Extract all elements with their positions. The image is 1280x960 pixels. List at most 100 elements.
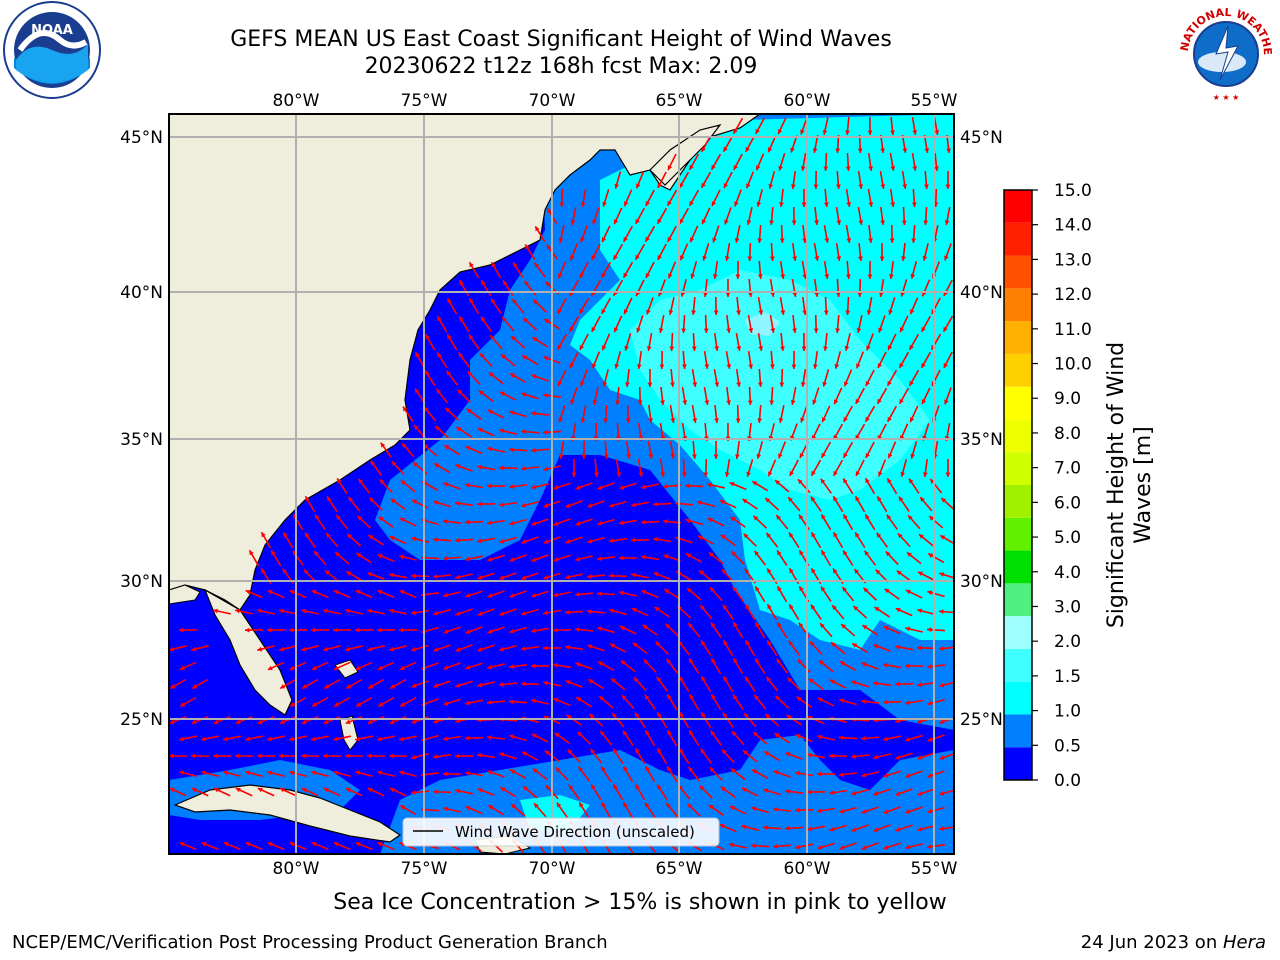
wave-arrow bbox=[756, 189, 763, 207]
colorbar-tick-label: 2.0 bbox=[1054, 632, 1081, 652]
wave-arrow bbox=[512, 261, 524, 279]
nws-logo: NATIONAL WEATHER SERVICE ★ ★ ★ bbox=[1172, 0, 1276, 104]
wave-arrow bbox=[465, 805, 483, 815]
wave-arrow bbox=[355, 770, 373, 778]
wave-arrow bbox=[631, 572, 649, 579]
wave-arrow bbox=[927, 590, 945, 598]
wave-arrow bbox=[558, 405, 566, 423]
wave-arrow bbox=[754, 585, 766, 603]
wave-arrow bbox=[729, 805, 747, 815]
wave-arrow bbox=[379, 478, 393, 494]
wave-arrow bbox=[923, 458, 928, 478]
wave-arrow bbox=[345, 608, 363, 615]
wave-arrow bbox=[872, 680, 892, 687]
wave-arrow bbox=[839, 660, 857, 672]
wave-arrow bbox=[707, 517, 725, 527]
wave-arrow bbox=[599, 730, 613, 746]
wave-arrow bbox=[712, 260, 719, 280]
wave-arrow bbox=[589, 748, 603, 764]
wave-arrow bbox=[289, 841, 307, 851]
wave-arrow bbox=[574, 627, 594, 632]
wave-arrow bbox=[580, 369, 588, 387]
wave-arrow bbox=[625, 440, 632, 460]
wave-arrow bbox=[734, 225, 741, 243]
wave-arrow bbox=[656, 784, 668, 800]
colorbar-segment bbox=[1004, 714, 1032, 748]
wave-arrow bbox=[443, 662, 461, 670]
wave-arrow bbox=[478, 390, 494, 402]
wave-arrow bbox=[612, 243, 624, 261]
wave-arrow bbox=[569, 351, 579, 369]
wave-arrow bbox=[534, 225, 546, 243]
colorbar-tick-label: 1.5 bbox=[1054, 667, 1081, 687]
wave-arrow bbox=[700, 171, 712, 189]
wave-arrow bbox=[580, 188, 587, 208]
wave-arrow bbox=[334, 551, 350, 565]
wave-arrow bbox=[608, 537, 628, 544]
lat-tick-label: 45°N bbox=[120, 128, 163, 148]
wave-arrow bbox=[587, 536, 605, 544]
lat-tick-label: 40°N bbox=[120, 283, 163, 303]
wave-arrow bbox=[212, 753, 232, 759]
lon-labels-top: 80°W 75°W 70°W 65°W 60°W 55°W bbox=[273, 91, 958, 111]
wave-arrow bbox=[943, 351, 953, 369]
wave-arrow bbox=[918, 533, 934, 547]
wave-arrow bbox=[486, 735, 506, 740]
wave-arrow bbox=[820, 586, 832, 602]
wave-arrow bbox=[486, 483, 506, 489]
wave-arrow bbox=[667, 153, 677, 171]
wave-arrow bbox=[746, 207, 753, 225]
wave-arrow bbox=[570, 207, 577, 225]
wave-arrow bbox=[600, 297, 612, 315]
wave-arrow bbox=[499, 786, 517, 798]
wave-arrow bbox=[926, 664, 946, 669]
colorbar-tick-label: 0.5 bbox=[1054, 736, 1081, 756]
wave-arrow bbox=[698, 569, 714, 583]
wave-arrow bbox=[713, 440, 719, 460]
wave-arrow bbox=[432, 789, 452, 795]
wave-arrow bbox=[852, 605, 868, 619]
wave-arrow bbox=[800, 152, 807, 172]
wave-arrow bbox=[851, 824, 869, 832]
wave-arrow bbox=[844, 333, 851, 351]
wave-arrow bbox=[709, 586, 723, 602]
wave-arrow bbox=[697, 500, 715, 508]
lon-tick-label: 65°W bbox=[656, 859, 703, 879]
wave-arrow bbox=[835, 278, 841, 298]
wave-arrow bbox=[757, 404, 763, 424]
wave-arrow bbox=[894, 681, 914, 687]
wave-arrow bbox=[310, 627, 330, 633]
wave-arrow bbox=[201, 770, 219, 778]
wave-arrow bbox=[476, 752, 496, 759]
wave-arrow bbox=[300, 753, 320, 759]
wave-arrow bbox=[721, 748, 735, 764]
wave-arrow bbox=[685, 552, 703, 564]
wave-arrow bbox=[333, 770, 351, 778]
wave-arrow bbox=[730, 516, 746, 528]
wave-arrow bbox=[795, 843, 813, 850]
wave-arrow bbox=[633, 676, 647, 692]
wave-arrow bbox=[279, 645, 297, 652]
wave-arrow bbox=[559, 188, 565, 208]
wave-arrow bbox=[335, 514, 349, 530]
wave-arrow bbox=[747, 350, 754, 370]
wave-arrow bbox=[889, 188, 896, 208]
wave-arrow bbox=[843, 369, 853, 387]
wave-arrow bbox=[376, 627, 396, 633]
wave-arrow bbox=[245, 735, 263, 742]
lat-labels-left: 45°N 40°N 35°N 30°N 25°N bbox=[120, 128, 163, 730]
wave-arrow bbox=[531, 518, 549, 526]
wave-arrow bbox=[322, 753, 342, 759]
wave-arrow bbox=[190, 753, 210, 759]
wave-arrow bbox=[944, 207, 951, 225]
wave-arrow bbox=[736, 296, 741, 316]
wave-arrow bbox=[498, 465, 518, 471]
wave-arrow bbox=[552, 627, 572, 633]
lat-tick-label: 30°N bbox=[960, 572, 1003, 592]
wave-arrow bbox=[901, 206, 907, 226]
map-gridlines bbox=[169, 114, 954, 854]
wave-arrow bbox=[667, 225, 677, 243]
wave-arrow bbox=[477, 681, 495, 688]
wave-arrow bbox=[926, 844, 946, 849]
wave-arrow bbox=[455, 788, 473, 795]
